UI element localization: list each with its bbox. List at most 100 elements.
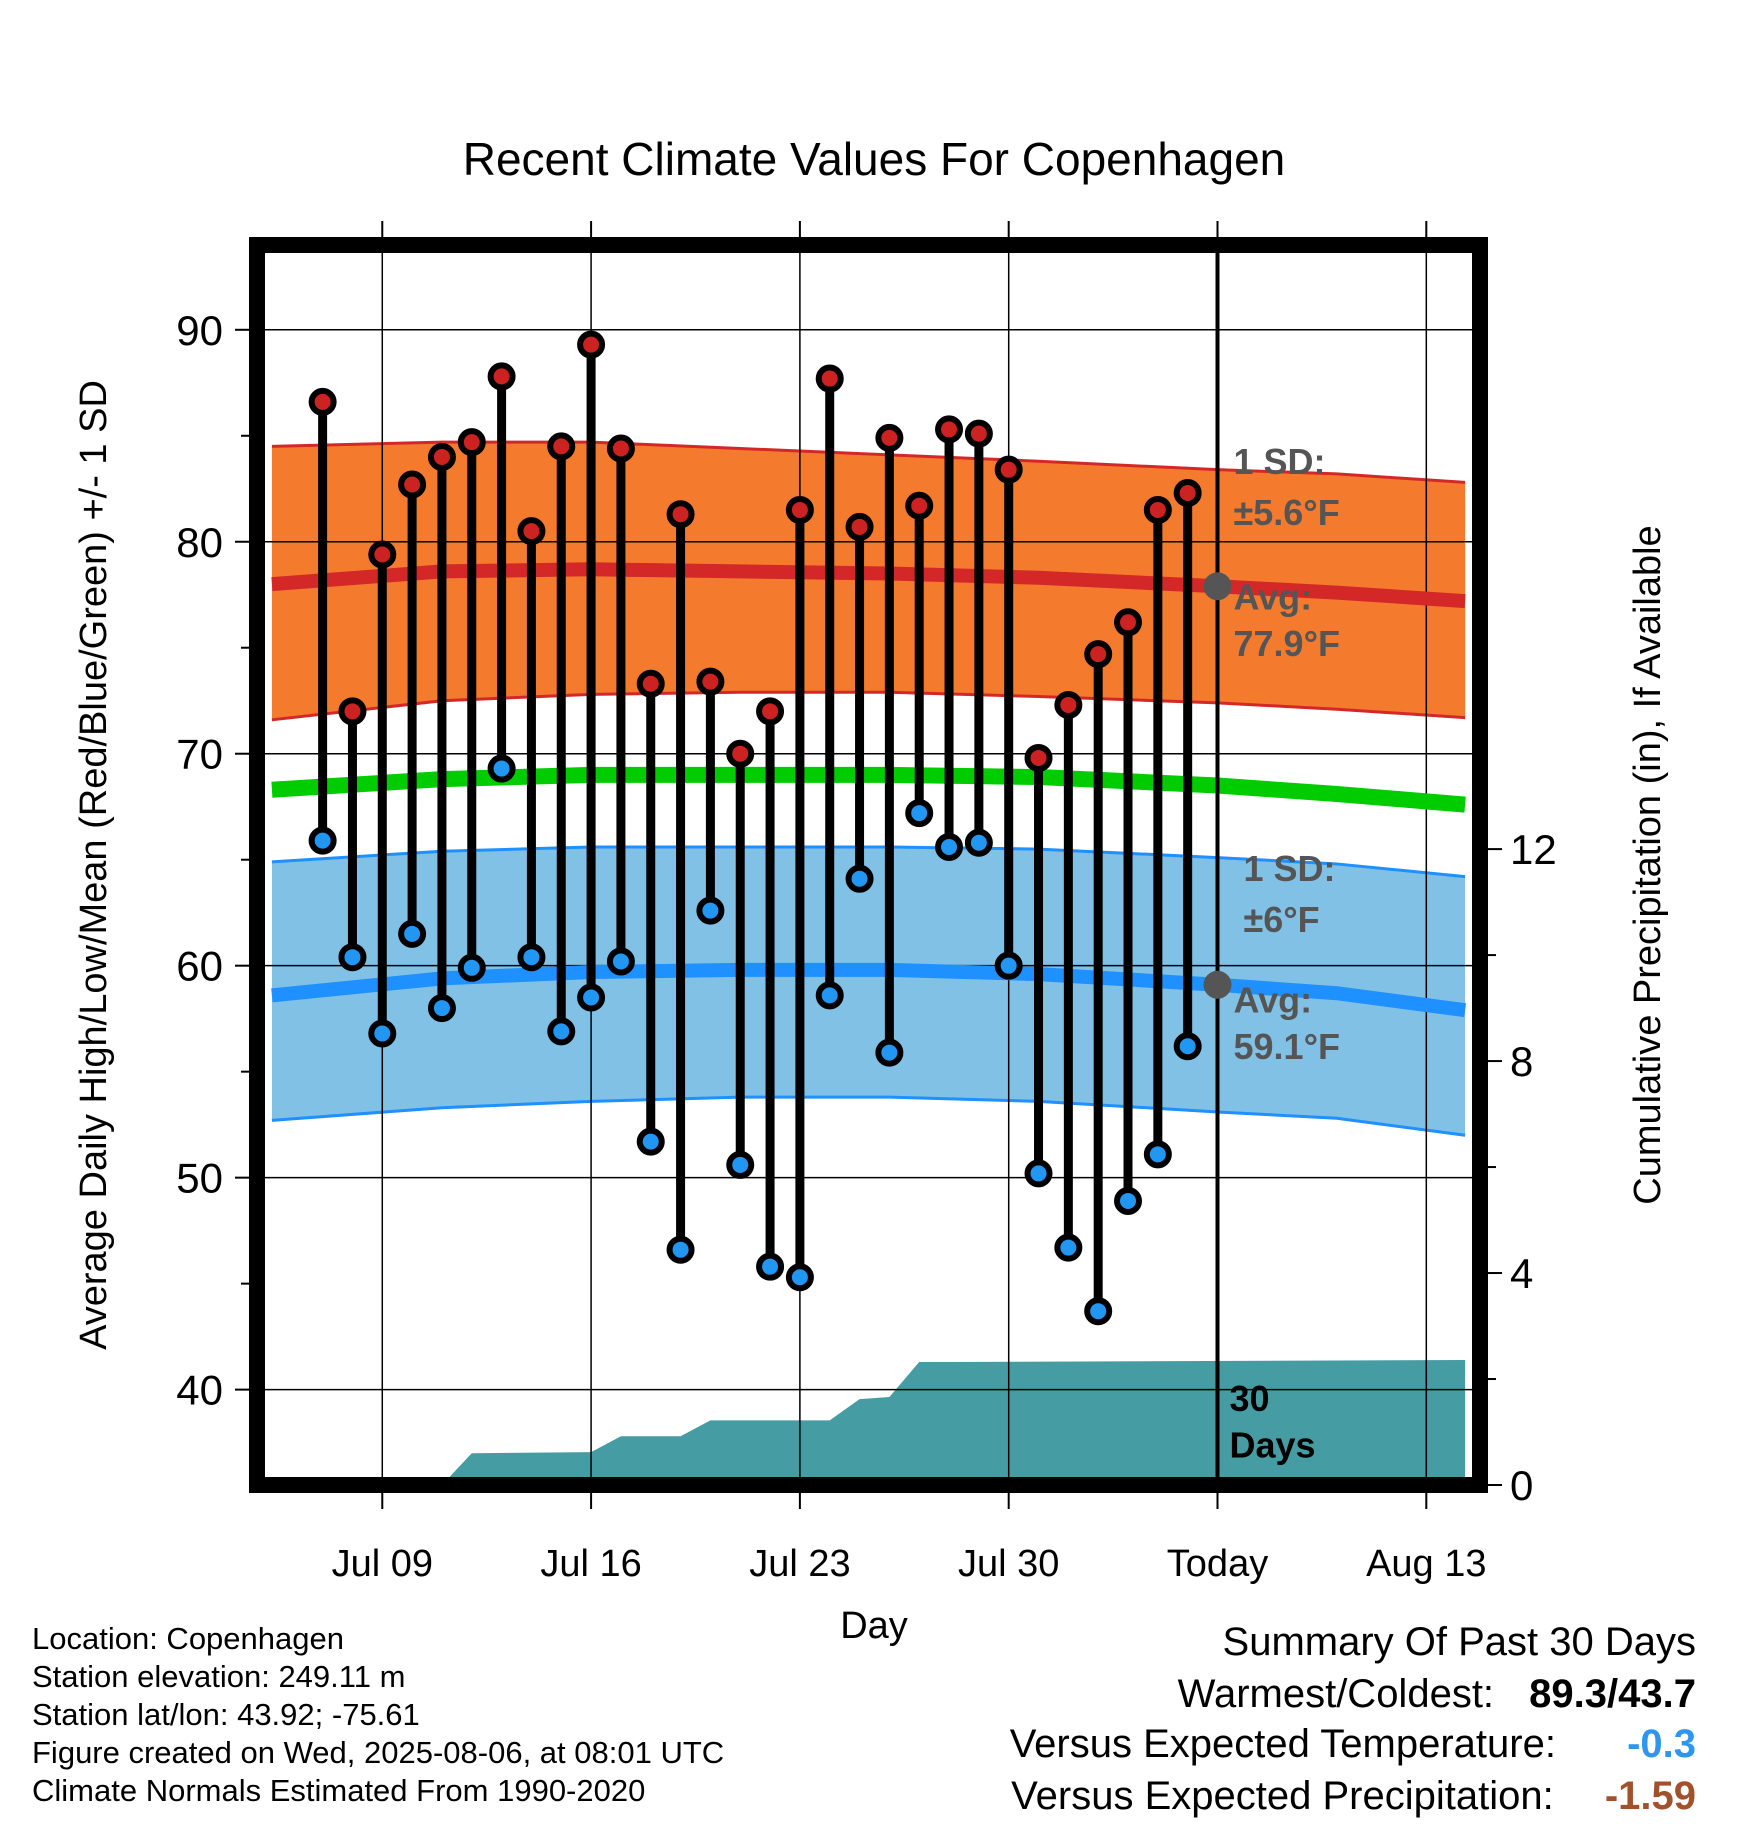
- daily-high-point: [815, 364, 844, 393]
- period-label-unit: Days: [1230, 1424, 1316, 1465]
- daily-high-point: [726, 739, 755, 768]
- daily-high-point: [964, 419, 993, 448]
- daily-low-point: [696, 896, 725, 925]
- daily-high-point: [517, 517, 546, 546]
- low-sd-band-lower-edge: [271, 1095, 1466, 1137]
- x-tick-label: Today: [1167, 1543, 1268, 1585]
- daily-low-point: [487, 754, 516, 783]
- summary-precip-label: Versus Expected Precipitation:: [1011, 1774, 1554, 1818]
- high-sd-label: 1 SD:: [1234, 441, 1326, 482]
- daily-high-point: [1173, 479, 1202, 507]
- info-latlon: Station lat/lon: 43.92; -75.61: [32, 1697, 420, 1732]
- daily-low-point: [815, 981, 844, 1010]
- daily-low-point: [726, 1150, 755, 1179]
- y-tick-label: 60: [176, 943, 223, 990]
- daily-low-point: [606, 947, 635, 976]
- y2-tick-label: 0: [1510, 1462, 1533, 1509]
- summary-warmest-row: Warmest/Coldest: 89.3/43.7: [1178, 1672, 1696, 1717]
- daily-low-point: [577, 983, 606, 1012]
- info-normals: Climate Normals Estimated From 1990-2020: [32, 1773, 646, 1808]
- plot-frame: [249, 237, 1488, 1493]
- y-tick-label: 80: [176, 519, 223, 566]
- y2-tick-label: 12: [1510, 826, 1557, 873]
- summary-warmest-label: Warmest/Coldest:: [1177, 1672, 1495, 1716]
- daily-low-point: [964, 828, 993, 857]
- info-created: Figure created on Wed, 2025-08-06, at 08…: [32, 1735, 725, 1770]
- daily-low-point: [1143, 1140, 1172, 1169]
- daily-high-point: [308, 387, 337, 416]
- daily-low-point: [1024, 1159, 1053, 1188]
- daily-low-point: [935, 832, 964, 861]
- summary-temp-row: Versus Expected Temperature: -0.3: [1010, 1722, 1696, 1767]
- daily-low-point: [368, 1019, 397, 1048]
- y-tick-label: 70: [176, 731, 223, 778]
- precip-area: [271, 1359, 1466, 1485]
- daily-low-point: [1084, 1297, 1113, 1326]
- low-sd-value: ±6°F: [1244, 899, 1320, 940]
- daily-low-point: [785, 1263, 814, 1292]
- daily-low-point: [1054, 1233, 1083, 1262]
- daily-high-point: [666, 500, 695, 529]
- station-info: Location: Copenhagen Station elevation: …: [32, 1620, 724, 1810]
- summary-temp-label: Versus Expected Temperature:: [1009, 1722, 1556, 1766]
- daily-low-point: [636, 1127, 665, 1156]
- y2-tick-label: 4: [1510, 1250, 1533, 1297]
- daily-high-point: [1114, 608, 1143, 637]
- low-sd-band-fill: [271, 846, 1466, 1136]
- daily-high-point: [547, 432, 576, 461]
- daily-low-point: [905, 799, 934, 828]
- daily-high-point: [368, 540, 397, 569]
- y-tick-label: 40: [176, 1367, 223, 1414]
- low-avg-label: Avg:: [1234, 979, 1313, 1020]
- daily-high-point: [756, 697, 785, 726]
- daily-low-point: [427, 994, 456, 1023]
- daily-low-point: [547, 1017, 576, 1046]
- daily-high-point: [875, 423, 904, 452]
- daily-high-point: [338, 697, 367, 726]
- daily-low-point: [994, 951, 1023, 980]
- daily-high-point: [427, 442, 456, 471]
- daily-high-point: [606, 434, 635, 463]
- high-avg-value: 77.9°F: [1234, 623, 1340, 664]
- daily-low-point: [457, 953, 486, 982]
- plot-area: 1 SD: ±5.6°F Avg: 77.9°F 1 SD: ±6°F Avg: 59.1°F…: [257, 245, 1480, 1485]
- daily-low-point: [666, 1235, 695, 1264]
- y2-axis-label: Cumulative Precipitation (in), If Availa…: [1627, 525, 1669, 1204]
- x-tick-label: Jul 30: [958, 1543, 1059, 1585]
- daily-high-point: [935, 415, 964, 444]
- today-high-avg-dot: [1203, 572, 1232, 601]
- daily-low-point: [756, 1252, 785, 1281]
- summary-precip-row: Versus Expected Precipitation: -1.59: [1011, 1774, 1696, 1819]
- daily-high-point: [696, 667, 725, 696]
- daily-high-point: [1054, 690, 1083, 719]
- daily-low-point: [1114, 1186, 1143, 1215]
- x-tick-label: Jul 16: [540, 1543, 641, 1585]
- summary-temp-value: -0.3: [1627, 1722, 1696, 1766]
- daily-low-point: [1173, 1032, 1202, 1061]
- info-location: Location: Copenhagen: [32, 1621, 344, 1656]
- summary-warmest-value: 89.3/43.7: [1529, 1672, 1696, 1716]
- daily-high-point: [785, 495, 814, 524]
- x-tick-label: Jul 23: [749, 1543, 850, 1585]
- y-tick-label: 90: [176, 307, 223, 354]
- daily-high-point: [636, 669, 665, 698]
- daily-low-point: [398, 919, 427, 948]
- daily-high-point: [398, 470, 427, 499]
- high-avg-label: Avg:: [1234, 577, 1313, 618]
- period-label-number: 30: [1230, 1378, 1270, 1419]
- y-tick-label: 50: [176, 1155, 223, 1202]
- today-low-avg-dot: [1203, 970, 1232, 999]
- chart-title: Recent Climate Values For Copenhagen: [463, 133, 1286, 185]
- x-axis-label: Day: [840, 1605, 908, 1647]
- x-tick-label: Jul 09: [332, 1543, 433, 1585]
- x-tick-label: Aug 13: [1366, 1543, 1486, 1585]
- daily-low-point: [875, 1038, 904, 1067]
- daily-high-point: [994, 455, 1023, 484]
- low-avg-value: 59.1°F: [1234, 1026, 1340, 1067]
- summary-title: Summary Of Past 30 Days: [1222, 1620, 1696, 1664]
- daily-high-point: [487, 362, 516, 391]
- mean-avg-line: [271, 766, 1466, 813]
- daily-low-point: [517, 943, 546, 972]
- daily-high-point: [457, 428, 486, 457]
